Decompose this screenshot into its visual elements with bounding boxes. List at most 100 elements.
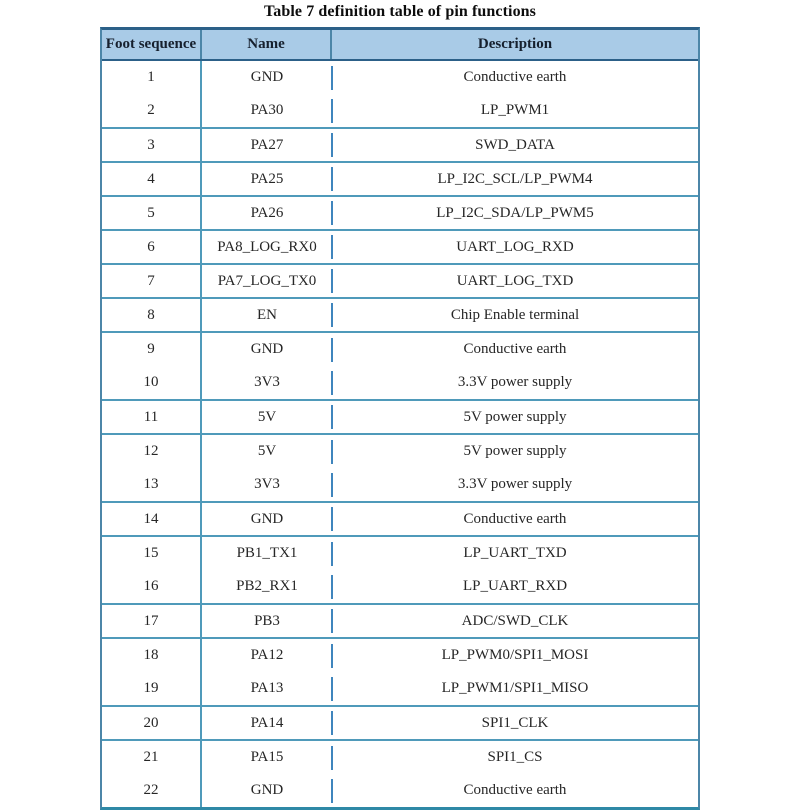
table-row: 11 5V 5V power supply <box>102 401 698 433</box>
cell-name: PA26 <box>202 197 332 229</box>
table-row: 22 GND Conductive earth <box>102 774 698 807</box>
cell-name: GND <box>202 61 332 94</box>
row-group: 1 GND Conductive earth 2 PA30 LP_PWM1 <box>102 61 698 129</box>
cell-description: LP_UART_RXD <box>462 578 568 594</box>
table-row: 14 GND Conductive earth <box>102 503 698 535</box>
cell-description: UART_LOG_TXD <box>456 272 574 289</box>
header-cell-description: Description <box>477 36 553 52</box>
cell-foot-sequence: 4 <box>102 163 202 195</box>
table-row: 6 PA8_LOG_RX0 UART_LOG_RXD <box>102 231 698 263</box>
cell-name: PA27 <box>202 129 332 161</box>
cell-description: 5V power supply <box>463 408 567 425</box>
cell-foot-sequence: 11 <box>102 401 202 433</box>
table-row: 9 GND Conductive earth <box>102 333 698 366</box>
cell-name: PA8_LOG_RX0 <box>202 231 332 263</box>
cell-description: Conductive earth <box>463 782 567 798</box>
cell-description: 3.3V power supply <box>457 374 573 390</box>
row-group: 8 EN Chip Enable terminal <box>102 299 698 333</box>
table-row: 10 3V3 3.3V power supply <box>102 366 698 399</box>
row-group: 7 PA7_LOG_TX0 UART_LOG_TXD <box>102 265 698 299</box>
header-cell-foot-sequence: Foot sequence <box>102 30 202 59</box>
row-group: 6 PA8_LOG_RX0 UART_LOG_RXD <box>102 231 698 265</box>
cell-foot-sequence: 9 <box>102 333 202 366</box>
table-row: 19 PA13 LP_PWM1/SPI1_MISO <box>102 672 698 705</box>
cell-description: LP_UART_TXD <box>463 545 567 561</box>
cell-foot-sequence: 22 <box>102 774 202 807</box>
cell-foot-sequence: 1 <box>102 61 202 94</box>
table-header-row: Foot sequence Name Description <box>102 30 698 61</box>
cell-name: 5V <box>202 401 332 433</box>
table-row: 15 PB1_TX1 LP_UART_TXD <box>102 537 698 570</box>
header-cell-name: Name <box>202 30 332 59</box>
cell-description: Conductive earth <box>463 69 567 85</box>
cell-foot-sequence: 6 <box>102 231 202 263</box>
cell-description: Chip Enable terminal <box>450 306 580 323</box>
page-title: Table 7 definition table of pin function… <box>263 3 536 20</box>
cell-name: 3V3 <box>202 468 332 501</box>
row-group: 9 GND Conductive earth 10 3V3 3.3V power supp… <box>102 333 698 401</box>
cell-name: PA12 <box>202 639 332 672</box>
table-row: 18 PA12 LP_PWM0/SPI1_MOSI <box>102 639 698 672</box>
table-row: 16 PB2_RX1 LP_UART_RXD <box>102 570 698 603</box>
table-body: 1 GND Conductive earth 2 PA30 LP_PWM1 3 PA27 SWD… <box>102 61 698 807</box>
table-row: 8 EN Chip Enable terminal <box>102 299 698 331</box>
cell-name: PA14 <box>202 707 332 739</box>
cell-description: ADC/SWD_CLK <box>461 612 569 629</box>
cell-name: PA25 <box>202 163 332 195</box>
cell-foot-sequence: 12 <box>102 435 202 468</box>
cell-foot-sequence: 20 <box>102 707 202 739</box>
cell-description: Conductive earth <box>463 341 567 357</box>
table-row: 1 GND Conductive earth <box>102 61 698 94</box>
table-row: 13 3V3 3.3V power supply <box>102 468 698 501</box>
table-row: 7 PA7_LOG_TX0 UART_LOG_TXD <box>102 265 698 297</box>
cell-foot-sequence: 18 <box>102 639 202 672</box>
cell-foot-sequence: 8 <box>102 299 202 331</box>
cell-foot-sequence: 21 <box>102 741 202 774</box>
row-group: 14 GND Conductive earth <box>102 503 698 537</box>
cell-foot-sequence: 14 <box>102 503 202 535</box>
cell-description: SPI1_CLK <box>481 714 549 731</box>
cell-name: GND <box>202 333 332 366</box>
table-row: 12 5V 5V power supply <box>102 435 698 468</box>
cell-name: EN <box>202 299 332 331</box>
cell-description: UART_LOG_RXD <box>456 238 574 255</box>
cell-name: PB3 <box>202 605 332 637</box>
row-group: 11 5V 5V power supply <box>102 401 698 435</box>
cell-foot-sequence: 10 <box>102 366 202 399</box>
cell-name: PA7_LOG_TX0 <box>202 265 332 297</box>
cell-description: LP_I2C_SCL/LP_PWM4 <box>437 170 593 187</box>
table-row: 3 PA27 SWD_DATA <box>102 129 698 161</box>
table-row: 17 PB3 ADC/SWD_CLK <box>102 605 698 637</box>
table-row: 5 PA26 LP_I2C_SDA/LP_PWM5 <box>102 197 698 229</box>
cell-description: LP_I2C_SDA/LP_PWM5 <box>436 204 594 221</box>
cell-description: 3.3V power supply <box>457 476 573 492</box>
row-group: 3 PA27 SWD_DATA <box>102 129 698 163</box>
cell-name: GND <box>202 503 332 535</box>
table-row: 21 PA15 SPI1_CS <box>102 741 698 774</box>
cell-name: 5V <box>202 435 332 468</box>
cell-description: LP_PWM0/SPI1_MOSI <box>441 647 589 663</box>
cell-name: PB1_TX1 <box>202 537 332 570</box>
cell-foot-sequence: 17 <box>102 605 202 637</box>
cell-description: SWD_DATA <box>475 136 555 153</box>
cell-description: LP_PWM1/SPI1_MISO <box>441 680 589 696</box>
row-group: 20 PA14 SPI1_CLK <box>102 707 698 741</box>
cell-foot-sequence: 5 <box>102 197 202 229</box>
cell-name: PA30 <box>202 94 332 127</box>
cell-description: LP_PWM1 <box>480 102 550 118</box>
row-group: 21 PA15 SPI1_CS 22 GND Conductive earth <box>102 741 698 807</box>
cell-foot-sequence: 15 <box>102 537 202 570</box>
row-group: 5 PA26 LP_I2C_SDA/LP_PWM5 <box>102 197 698 231</box>
cell-description: Conductive earth <box>463 510 567 527</box>
row-group: 4 PA25 LP_I2C_SCL/LP_PWM4 <box>102 163 698 197</box>
cell-foot-sequence: 7 <box>102 265 202 297</box>
pin-function-table: Foot sequence Name Description 1 GND Condu… <box>100 27 700 810</box>
cell-name: PB2_RX1 <box>202 570 332 603</box>
cell-foot-sequence: 13 <box>102 468 202 501</box>
cell-foot-sequence: 19 <box>102 672 202 705</box>
row-group: 12 5V 5V power supply 13 3V3 3.3V power suppl… <box>102 435 698 503</box>
table-row: 20 PA14 SPI1_CLK <box>102 707 698 739</box>
cell-name: 3V3 <box>202 366 332 399</box>
cell-foot-sequence: 16 <box>102 570 202 603</box>
